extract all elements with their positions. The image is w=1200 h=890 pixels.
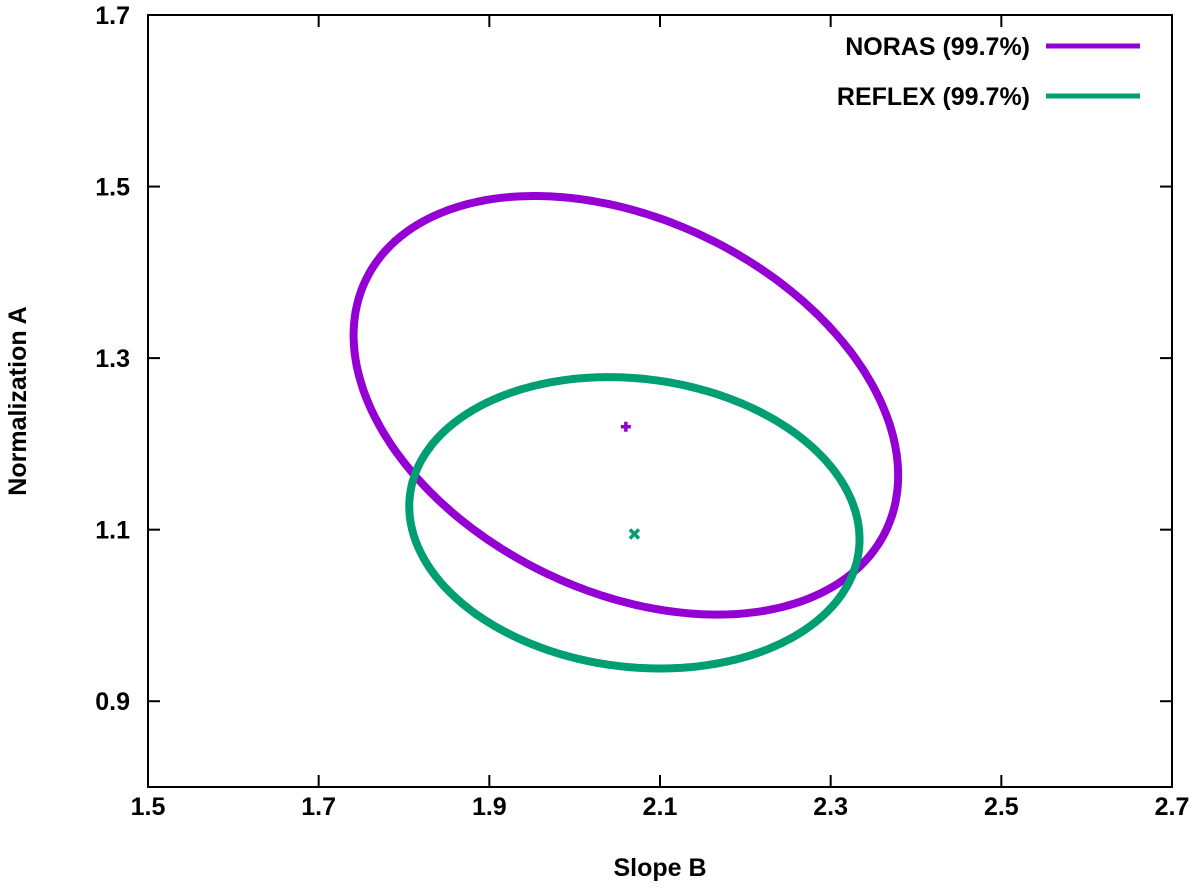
- axis-ticks: 1.5 1.7 1.9 2.1 2.3 2.5 2.7 0.9 1.1 1.3 1.5 1.7: [95, 2, 1189, 821]
- x-tick-label: 2.3: [813, 793, 848, 821]
- contour-0: [349, 192, 903, 619]
- x-tick-label: 2.7: [1155, 793, 1190, 821]
- center-marker-0: [620, 421, 631, 432]
- legend: NORAS (99.7%) REFLEX (99.7%): [837, 33, 1140, 111]
- y-tick-label: 1.1: [95, 517, 130, 545]
- x-tick-label: 1.9: [472, 793, 507, 821]
- x-tick-label: 1.7: [301, 793, 336, 821]
- contour-1: [405, 373, 864, 673]
- x-axis-title: Slope B: [613, 854, 706, 882]
- y-tick-label: 1.3: [95, 345, 130, 373]
- x-tick-label: 2.5: [984, 793, 1019, 821]
- x-tick-label: 1.5: [131, 793, 166, 821]
- y-tick-label: 1.5: [95, 174, 130, 202]
- x-tick-label: 2.1: [643, 793, 678, 821]
- y-tick-label: 1.7: [95, 2, 130, 30]
- y-tick-label: 0.9: [95, 688, 130, 716]
- legend-label-1: REFLEX (99.7%): [837, 83, 1030, 111]
- legend-label-0: NORAS (99.7%): [845, 33, 1030, 61]
- contours: [349, 192, 903, 673]
- y-axis-title: Normalization A: [4, 306, 32, 495]
- center-marker-1: [628, 528, 641, 540]
- best-fit-markers: [620, 421, 641, 540]
